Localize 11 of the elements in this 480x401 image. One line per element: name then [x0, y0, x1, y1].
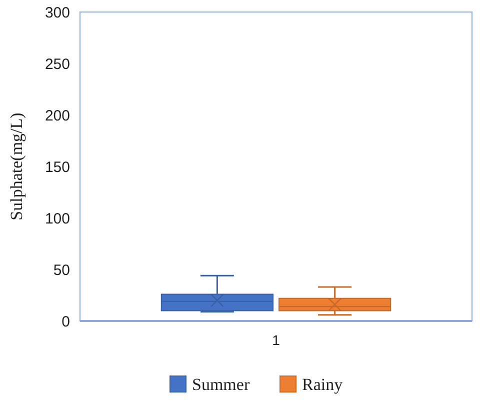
- y-tick-label: 200: [44, 107, 70, 124]
- legend-label: Summer: [192, 374, 250, 394]
- y-tick-label: 250: [44, 56, 70, 73]
- y-tick-label: 150: [44, 158, 70, 176]
- x-tick-label: 1: [272, 332, 280, 348]
- y-tick-label: 50: [53, 262, 70, 279]
- y-tick-label: 100: [44, 210, 70, 228]
- legend-label: Rainy: [302, 374, 344, 394]
- y-tick-label: 300: [44, 4, 70, 22]
- y-tick-label: 0: [62, 313, 70, 330]
- y-axis-title: Sulphate(mg/L): [7, 112, 26, 220]
